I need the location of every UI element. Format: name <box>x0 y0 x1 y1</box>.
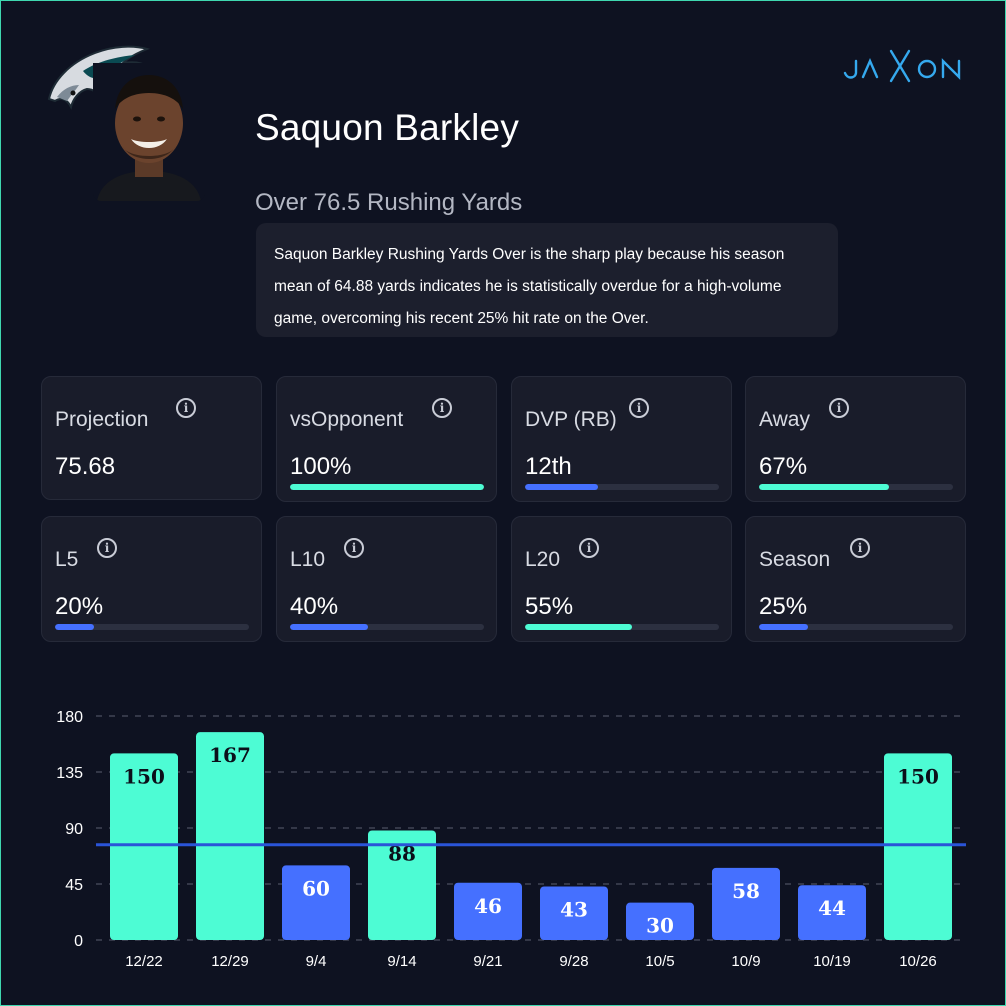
analysis-text: Saquon Barkley Rushing Yards Over is the… <box>274 246 785 327</box>
bar-value-label: 150 <box>123 764 165 788</box>
stat-progress-fill <box>290 624 368 630</box>
stat-label: L5 <box>55 548 79 571</box>
x-tick-label: 9/28 <box>559 953 588 970</box>
info-icon[interactable]: i <box>344 538 364 558</box>
stat-card-l20[interactable]: L20 i 55% <box>511 516 732 642</box>
player-headshot <box>93 63 205 201</box>
bar <box>798 885 866 940</box>
stat-value: 20% <box>55 593 104 620</box>
stat-progress-bar <box>525 624 719 630</box>
bar-value-label: 46 <box>474 894 502 918</box>
stat-progress-fill <box>525 624 632 630</box>
bar-value-label: 58 <box>732 879 760 903</box>
y-tick-label: 45 <box>65 877 83 894</box>
stat-label: Season <box>759 548 831 571</box>
jaxon-logo-icon <box>843 49 961 83</box>
bar <box>196 732 264 940</box>
bar-value-label: 44 <box>818 896 846 920</box>
info-icon[interactable]: i <box>432 398 452 418</box>
stat-progress-fill <box>759 624 808 630</box>
stat-progress-fill <box>759 484 889 490</box>
stat-card-l10[interactable]: L10 i 40% <box>276 516 497 642</box>
stat-progress-fill <box>525 484 598 490</box>
stat-label: Projection <box>55 408 149 431</box>
bar-value-label: 167 <box>209 743 251 767</box>
stat-progress-fill <box>290 484 484 490</box>
bar <box>540 886 608 940</box>
stat-progress-bar <box>759 624 953 630</box>
x-tick-label: 10/5 <box>645 953 674 970</box>
stat-value: 25% <box>759 593 808 620</box>
info-icon[interactable]: i <box>579 538 599 558</box>
x-tick-label: 10/19 <box>813 953 851 970</box>
stat-value: 67% <box>759 453 808 480</box>
bar-value-label: 60 <box>302 876 330 900</box>
bar-value-label: 43 <box>560 897 588 921</box>
stat-card-dvp[interactable]: DVP (RB) i 12th <box>511 376 732 502</box>
bar <box>884 753 952 940</box>
stat-label: DVP (RB) <box>525 408 617 431</box>
info-icon[interactable]: i <box>829 398 849 418</box>
bar-value-label: 30 <box>646 914 674 938</box>
info-icon[interactable]: i <box>97 538 117 558</box>
stat-progress-bar <box>290 624 484 630</box>
y-tick-label: 135 <box>56 765 83 782</box>
info-icon[interactable]: i <box>629 398 649 418</box>
stat-card-vsopponent[interactable]: vsOpponent i 100% <box>276 376 497 502</box>
info-icon[interactable]: i <box>850 538 870 558</box>
y-tick-label: 0 <box>74 933 83 950</box>
stat-value: 75.68 <box>55 453 116 480</box>
bar-value-label: 150 <box>897 764 939 788</box>
bar <box>282 865 350 940</box>
x-tick-label: 12/29 <box>211 953 249 970</box>
x-tick-label: 12/22 <box>125 953 163 970</box>
stat-label: Away <box>759 408 810 431</box>
stat-progress-bar <box>290 484 484 490</box>
x-tick-label: 9/21 <box>473 953 502 970</box>
stat-label: vsOpponent <box>290 408 404 431</box>
y-tick-label: 180 <box>56 709 83 726</box>
analysis-box: Saquon Barkley Rushing Yards Over is the… <box>256 223 838 337</box>
bar <box>368 830 436 940</box>
bar <box>454 882 522 940</box>
stat-card-away[interactable]: Away i 67% <box>745 376 966 502</box>
bar <box>626 902 694 940</box>
stat-progress-bar <box>55 624 249 630</box>
stat-progress-bar <box>759 484 953 490</box>
info-icon[interactable]: i <box>176 398 196 418</box>
stat-progress-fill <box>55 624 94 630</box>
stat-label: L20 <box>525 548 561 571</box>
stat-label: L10 <box>290 548 326 571</box>
bar <box>712 867 780 940</box>
x-tick-label: 9/14 <box>387 953 416 970</box>
stat-value: 40% <box>290 593 339 620</box>
y-tick-label: 90 <box>65 821 83 838</box>
stat-card-season[interactable]: Season i 25% <box>745 516 966 642</box>
x-tick-label: 10/26 <box>899 953 937 970</box>
stat-value: 55% <box>525 593 574 620</box>
stat-card-projection[interactable]: Projection i 75.68 <box>41 376 262 500</box>
player-name: Saquon Barkley <box>255 107 520 148</box>
stat-card-l5[interactable]: L5 i 20% <box>41 516 262 642</box>
stat-progress-bar <box>525 484 719 490</box>
x-tick-label: 9/4 <box>306 953 327 970</box>
stat-value: 100% <box>290 453 352 480</box>
stat-value: 12th <box>525 453 572 480</box>
rushing-yards-bar-chart: 0459013518015012/2216712/29609/4889/1446… <box>56 709 966 970</box>
x-tick-label: 10/9 <box>731 953 760 970</box>
bar <box>110 753 178 940</box>
prop-line: Over 76.5 Rushing Yards <box>255 189 523 216</box>
